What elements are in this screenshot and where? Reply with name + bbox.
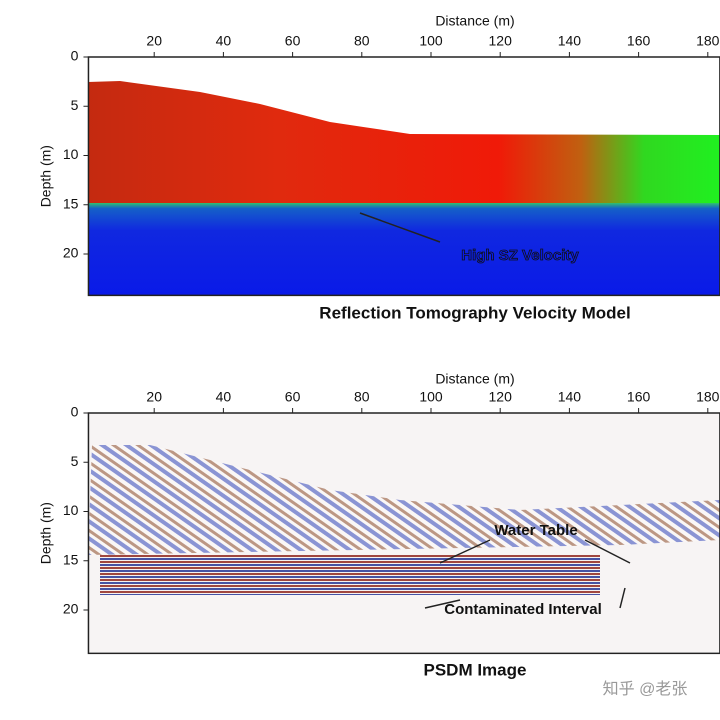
x-tick-label: 40	[216, 33, 232, 49]
annotation: Contaminated Interval	[444, 601, 602, 618]
y-tick-label: 20	[63, 245, 79, 261]
y-axis-label: Depth (m)	[38, 145, 54, 207]
annotation: Water Table	[494, 522, 577, 539]
x-tick-label: 160	[627, 389, 651, 405]
x-tick-label: 180	[696, 389, 720, 405]
x-tick-label: 100	[419, 33, 443, 49]
y-tick-label: 0	[71, 48, 79, 64]
velocity-model-image	[88, 81, 720, 295]
y-axis-label: Depth (m)	[38, 502, 54, 564]
y-tick-label: 0	[71, 404, 79, 420]
x-tick-label: 120	[489, 33, 513, 49]
y-tick-label: 5	[71, 97, 79, 113]
x-tick-label: 60	[285, 389, 301, 405]
chart-title: PSDM Image	[424, 660, 527, 679]
x-tick-label: 80	[354, 33, 370, 49]
x-axis-label: Distance (m)	[435, 13, 514, 29]
x-axis-label: Distance (m)	[435, 371, 514, 387]
y-tick-label: 5	[71, 453, 79, 469]
y-tick-label: 15	[63, 195, 79, 211]
x-tick-label: 20	[146, 389, 162, 405]
annotation: High SZ Velocity	[461, 247, 579, 264]
y-tick-label: 15	[63, 551, 79, 567]
y-tick-label: 10	[63, 146, 79, 162]
x-tick-label: 180	[696, 33, 720, 49]
psdm-image	[88, 413, 720, 652]
x-tick-label: 140	[558, 33, 582, 49]
x-tick-label: 80	[354, 389, 370, 405]
x-tick-label: 40	[216, 389, 232, 405]
y-tick-label: 10	[63, 502, 79, 518]
x-tick-label: 140	[558, 389, 582, 405]
x-tick-label: 20	[146, 33, 162, 49]
chart-title: Reflection Tomography Velocity Model	[319, 303, 630, 322]
watermark: 知乎 @老张	[603, 680, 688, 698]
x-tick-label: 120	[489, 389, 513, 405]
x-tick-label: 100	[419, 389, 443, 405]
y-tick-label: 20	[63, 601, 79, 617]
x-tick-label: 60	[285, 33, 301, 49]
x-tick-label: 160	[627, 33, 651, 49]
